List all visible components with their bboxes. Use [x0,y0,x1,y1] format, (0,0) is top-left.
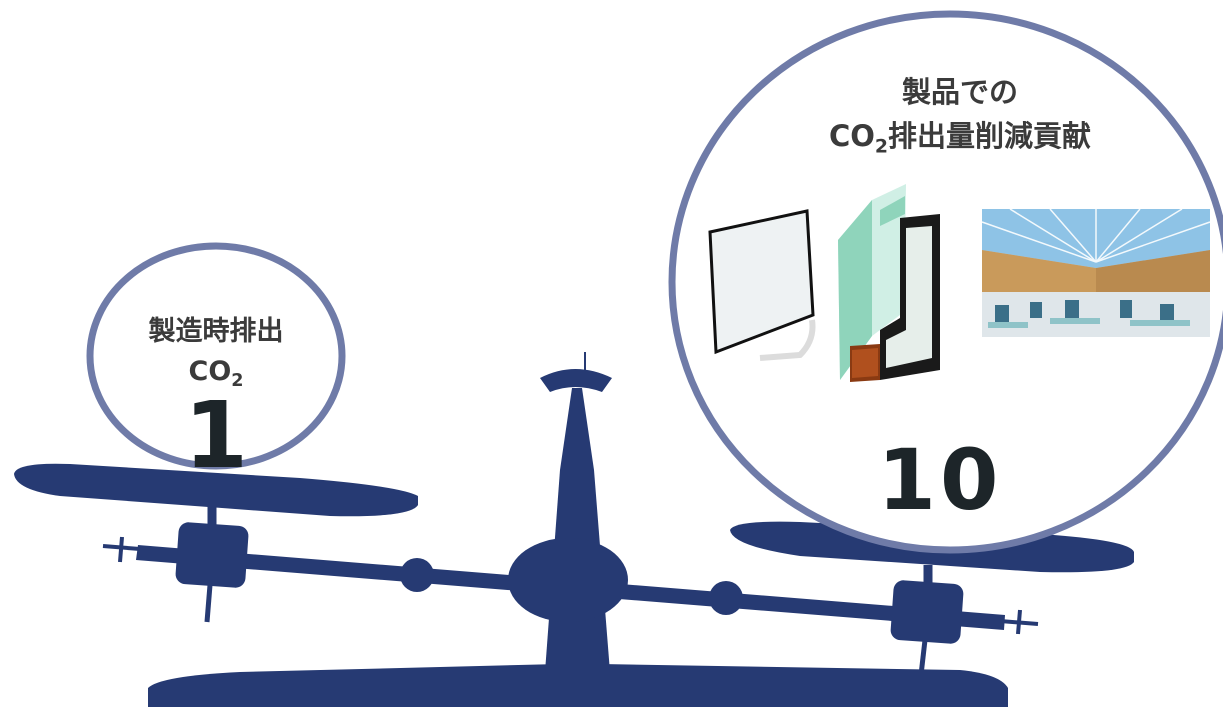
beam-end-left [102,536,141,563]
beam-end-right [999,609,1039,635]
scale-pillar [545,388,610,672]
left-title-line2: CO2 [116,352,316,401]
double-glazing-cross-section-image [838,184,940,382]
glass-roof-interior-photo [981,208,1211,337]
left-pan [14,463,418,623]
left-title-subscript: 2 [231,371,244,392]
right-title-subscript: 2 [874,136,889,158]
right-value: 10 [877,431,1003,529]
scale-hub [508,538,628,622]
right-circle-title: 製品での CO2排出量削減貢献 [780,70,1140,170]
beam-knob-left [400,558,434,592]
right-title-co: CO [828,119,875,153]
left-title-line1: 製造時排出 [148,316,284,347]
left-circle-title: 製造時排出 CO2 [116,312,316,401]
right-title-line2: CO2排出量削減貢献 [780,114,1140,170]
right-title-line1: 製品での [901,75,1018,109]
scale-base [148,664,1008,707]
left-value: 1 [183,382,248,489]
right-circle [668,10,1223,554]
glass-pane-image [704,209,820,361]
left-title-co: CO [188,356,232,387]
left-circle [86,242,346,470]
scale-top-cap [540,369,612,392]
beam-knob-right [709,581,743,615]
right-title-rest: 排出量削減貢献 [888,119,1092,153]
